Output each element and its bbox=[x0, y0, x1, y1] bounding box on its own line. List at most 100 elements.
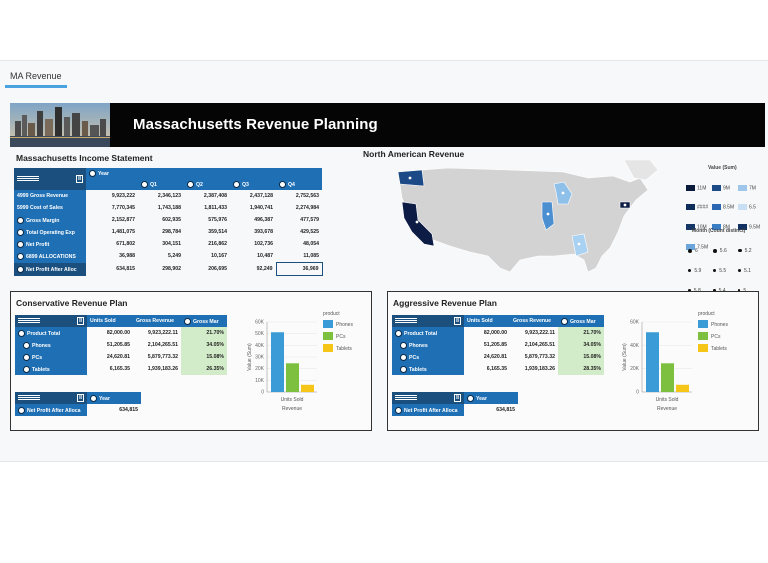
cell-value[interactable]: 34.05% bbox=[181, 339, 227, 351]
year-header[interactable]: Year bbox=[86, 168, 322, 178]
bar-pcs[interactable] bbox=[286, 363, 299, 392]
row-header[interactable]: PCs bbox=[392, 351, 464, 363]
cell-value[interactable]: 24,620.81 bbox=[483, 354, 507, 360]
cell-value[interactable]: 15.08% bbox=[181, 351, 227, 363]
bar-pcs[interactable] bbox=[661, 363, 674, 392]
pivot-toggle-icon[interactable]: II bbox=[76, 175, 83, 183]
pivot-handle[interactable]: II bbox=[392, 392, 464, 404]
row-header[interactable]: Tablets bbox=[15, 363, 87, 375]
cell-value[interactable]: 51,205.85 bbox=[106, 342, 130, 348]
us-map[interactable] bbox=[388, 159, 674, 280]
cell-value[interactable]: 2,437,128 bbox=[249, 193, 273, 199]
quarter-header[interactable]: Q1 bbox=[138, 178, 184, 190]
cell-value[interactable]: 634,815 bbox=[119, 407, 138, 413]
cell-value[interactable]: 359,514 bbox=[208, 229, 227, 235]
cell-value[interactable]: 9,923,222.11 bbox=[524, 330, 555, 336]
pivot-handle[interactable]: II bbox=[15, 315, 87, 327]
pivot-toggle-icon[interactable]: II bbox=[454, 317, 461, 325]
cell-value[interactable]: 21.70% bbox=[181, 327, 227, 339]
bar-phones[interactable] bbox=[271, 332, 284, 392]
cell-value[interactable]: 5,879,773.32 bbox=[147, 354, 178, 360]
cell-value[interactable]: 5,249 bbox=[168, 253, 181, 260]
cell-value[interactable]: 575,976 bbox=[208, 217, 227, 223]
state-illinois[interactable] bbox=[541, 201, 555, 231]
state-california[interactable] bbox=[401, 201, 435, 247]
cell-value[interactable]: 1,811,433 bbox=[204, 205, 227, 211]
column-header[interactable]: Gross Revenue bbox=[510, 315, 558, 327]
cell-value[interactable]: 298,902 bbox=[162, 266, 181, 272]
pivot-toggle-icon[interactable]: II bbox=[77, 317, 84, 325]
bar-phones[interactable] bbox=[646, 332, 659, 392]
cell-value[interactable]: 6,165.35 bbox=[109, 366, 130, 372]
bar-tablets[interactable] bbox=[301, 384, 314, 392]
cell-total[interactable]: 1,481,075 bbox=[111, 229, 135, 235]
row-header[interactable]: Gross Margin bbox=[14, 214, 86, 226]
cell-value[interactable]: 2,104,265.51 bbox=[524, 342, 555, 348]
cell-value[interactable]: 477,579 bbox=[300, 217, 319, 223]
cell-value[interactable]: 1,743,188 bbox=[157, 205, 181, 211]
column-header[interactable]: Gross Mar bbox=[181, 315, 227, 327]
cell-value[interactable]: 24,620.81 bbox=[106, 354, 130, 360]
cell-value[interactable]: 602,935 bbox=[162, 217, 181, 223]
row-header[interactable]: Product Total bbox=[15, 327, 87, 339]
cell-value[interactable]: 298,784 bbox=[162, 229, 181, 235]
row-header[interactable]: Tablets bbox=[392, 363, 464, 375]
column-header[interactable]: Units Sold bbox=[464, 315, 510, 327]
cell-total[interactable]: 671,802 bbox=[116, 241, 135, 247]
cell-value[interactable]: 102,736 bbox=[254, 241, 273, 247]
cell-value[interactable]: 429,525 bbox=[300, 229, 319, 235]
cell-total[interactable]: 2,152,877 bbox=[111, 217, 135, 223]
year-header[interactable]: Year bbox=[464, 392, 518, 404]
cell-value[interactable]: 5,879,773.32 bbox=[524, 354, 555, 360]
cell-value[interactable]: 51,205.85 bbox=[483, 342, 507, 348]
row-header[interactable]: Net Profit bbox=[14, 238, 86, 250]
pivot-handle[interactable]: II bbox=[392, 315, 464, 327]
row-header[interactable]: Phones bbox=[15, 339, 87, 351]
cell-total[interactable]: 634,815 bbox=[116, 266, 135, 272]
cell-value[interactable]: 6,165.35 bbox=[486, 366, 507, 372]
cell-value[interactable]: 10,487 bbox=[257, 253, 273, 260]
year-header[interactable]: Year bbox=[87, 392, 141, 404]
pivot-toggle-icon[interactable]: II bbox=[77, 394, 84, 402]
row-header[interactable]: Net Profit After Alloca bbox=[392, 404, 464, 416]
cell-value[interactable]: 2,387,408 bbox=[203, 193, 227, 199]
cell-value[interactable]: 28.35% bbox=[558, 363, 604, 375]
quarter-header[interactable]: Q2 bbox=[184, 178, 230, 190]
tab-ma-revenue[interactable]: MA Revenue bbox=[10, 71, 62, 81]
row-header[interactable]: 6899 ALLOCATIONS bbox=[14, 250, 86, 263]
cell-value[interactable]: 2,274,984 bbox=[295, 205, 319, 211]
cell-total[interactable]: 9,923,222 bbox=[111, 193, 135, 199]
cell-value[interactable]: 2,346,123 bbox=[157, 193, 181, 199]
cell-value[interactable]: 1,939,183.26 bbox=[147, 366, 178, 372]
column-header[interactable]: Gross Mar bbox=[558, 315, 604, 327]
state-georgia[interactable] bbox=[571, 233, 589, 257]
cell-value[interactable]: 10,167 bbox=[211, 253, 227, 260]
cell-value[interactable]: 304,151 bbox=[162, 241, 181, 247]
cell-value[interactable]: 11,085 bbox=[303, 253, 319, 259]
cell-total[interactable]: 36,988 bbox=[119, 253, 135, 260]
cell-value[interactable]: 48,054 bbox=[303, 241, 319, 247]
cell-value[interactable]: 393,678 bbox=[254, 229, 273, 235]
row-header[interactable]: PCs bbox=[15, 351, 87, 363]
cell-value[interactable]: 2,104,265.51 bbox=[147, 342, 178, 348]
cell-value[interactable]: 26.35% bbox=[181, 363, 227, 375]
row-header[interactable]: Product Total bbox=[392, 327, 464, 339]
cell-value[interactable]: 1,939,183.26 bbox=[524, 366, 555, 372]
bar-tablets[interactable] bbox=[676, 384, 689, 392]
row-header[interactable]: 4999 Gross Revenue bbox=[14, 190, 86, 202]
row-header[interactable]: Net Profit After Alloc bbox=[14, 262, 86, 276]
cell-value[interactable]: 1,940,741 bbox=[249, 205, 273, 211]
cell-value[interactable]: 496,387 bbox=[254, 217, 273, 223]
cell-value[interactable]: 15.08% bbox=[558, 351, 604, 363]
cell-value[interactable]: 216,862 bbox=[208, 241, 227, 247]
cell-value[interactable]: 34.05% bbox=[558, 339, 604, 351]
cell-value[interactable]: 92,249 bbox=[256, 266, 273, 272]
row-header[interactable]: Net Profit After Alloca bbox=[15, 404, 87, 416]
row-header[interactable]: Phones bbox=[392, 339, 464, 351]
pivot-handle[interactable]: II bbox=[14, 168, 86, 190]
cell-value[interactable]: 82,000.00 bbox=[106, 330, 130, 336]
quarter-header[interactable]: Q4 bbox=[276, 178, 322, 190]
row-header[interactable]: 5999 Cost of Sales bbox=[14, 202, 86, 214]
cell-value[interactable]: 634,815 bbox=[496, 407, 515, 413]
cell-value[interactable]: 21.70% bbox=[558, 327, 604, 339]
